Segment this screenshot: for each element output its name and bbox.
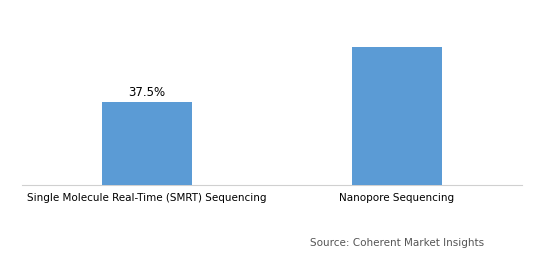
Text: 37.5%: 37.5% xyxy=(128,86,165,99)
Bar xyxy=(102,102,192,185)
Bar xyxy=(352,47,442,185)
Text: Source: Coherent Market Insights: Source: Coherent Market Insights xyxy=(310,238,484,248)
